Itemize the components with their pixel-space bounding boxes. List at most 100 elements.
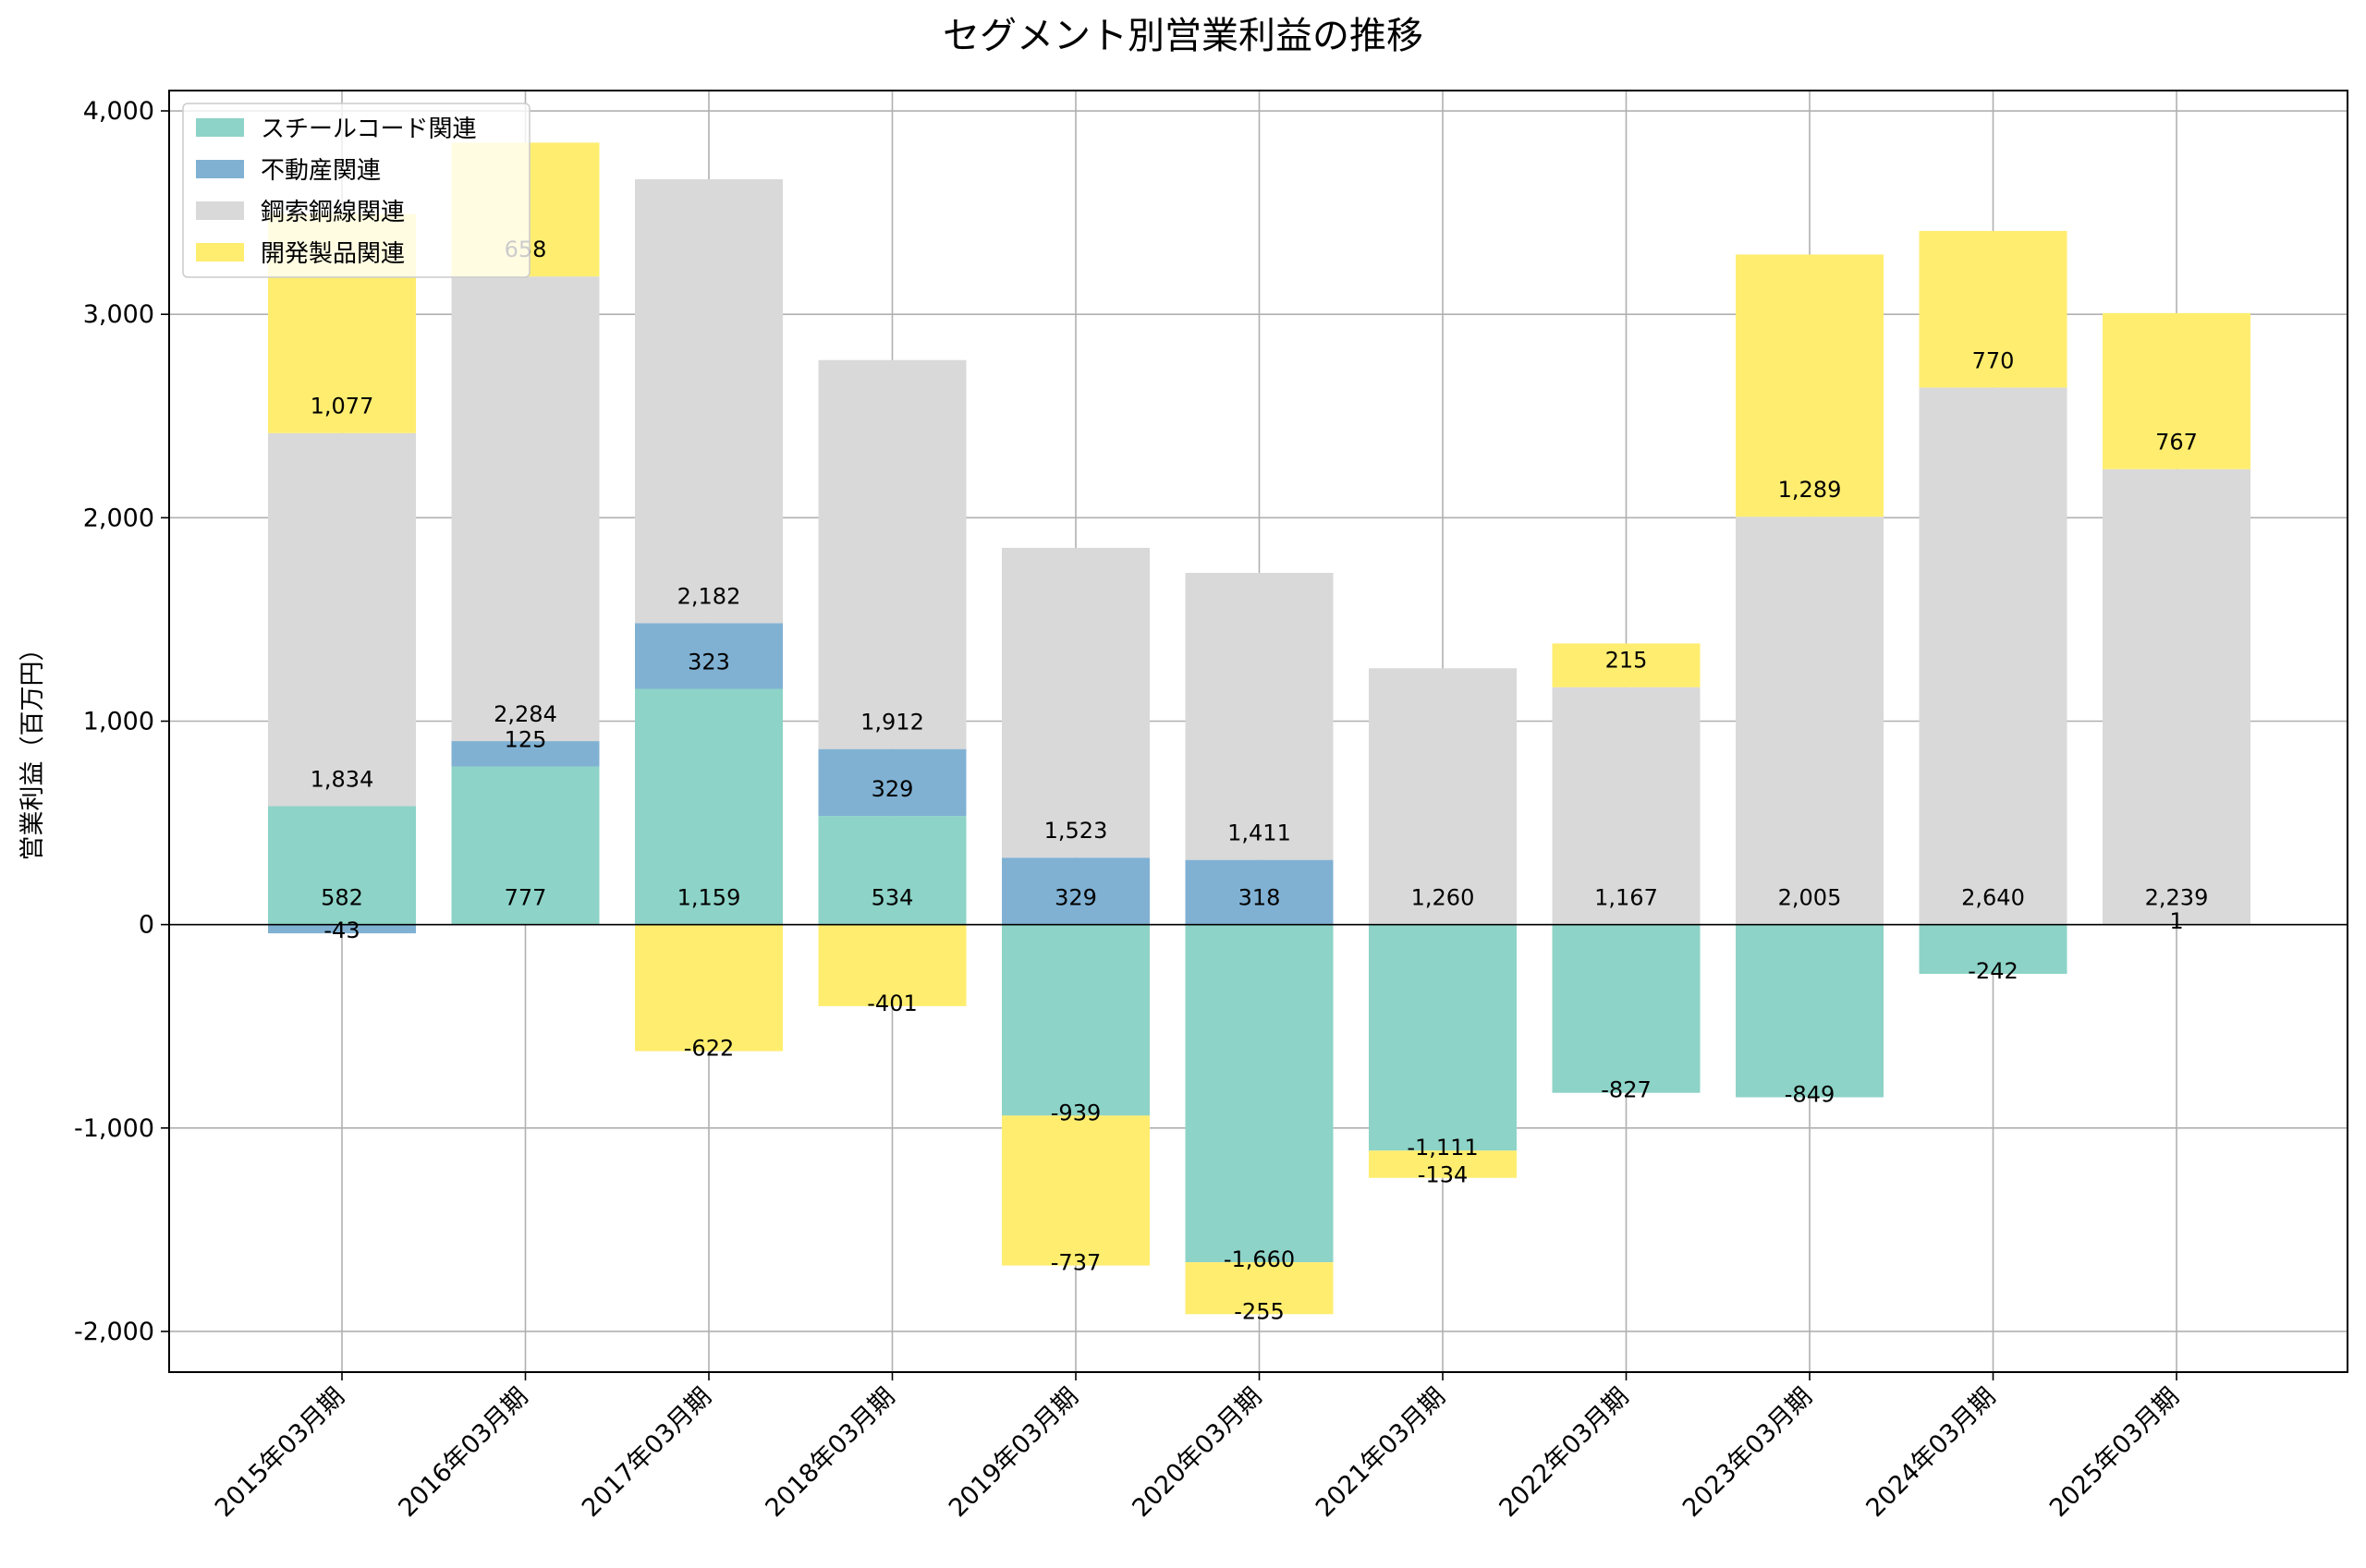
y-axis-label: 営業利益（百万円） [18, 637, 47, 861]
legend-swatch [196, 201, 244, 220]
data-label: 1,411 [1227, 820, 1291, 846]
data-label: -827 [1601, 1077, 1651, 1103]
x-tick-label: 2024年03月期 [1860, 1382, 2001, 1523]
data-label: 1,077 [311, 394, 374, 419]
data-label: 1 [2169, 908, 2183, 934]
x-tick-label: 2015年03月期 [210, 1382, 350, 1523]
data-label: 1,260 [1411, 885, 1475, 911]
bar-segment [635, 924, 783, 1051]
bar-segment [1185, 924, 1334, 1263]
x-tick-label: 2023年03月期 [1677, 1382, 1818, 1523]
bar-segment [1185, 572, 1334, 860]
y-tick-label: 3,000 [83, 300, 154, 329]
data-label: -242 [1968, 958, 2018, 984]
plot-frame [168, 90, 2348, 1373]
bar-segment [1552, 687, 1701, 925]
bar-segment [1002, 1115, 1150, 1266]
legend-label: 不動産関連 [261, 157, 381, 185]
x-tick-label: 2020年03月期 [1127, 1382, 1267, 1523]
data-label: 215 [1605, 648, 1648, 674]
legend-label: 開発製品関連 [261, 240, 405, 268]
y-tick-label: -2,000 [74, 1318, 154, 1346]
data-label: 1,523 [1044, 818, 1108, 844]
x-tick-label: 2018年03月期 [760, 1382, 900, 1523]
bar-segment [635, 688, 783, 925]
data-label: 318 [1238, 885, 1281, 911]
data-label: 1,167 [1594, 885, 1658, 911]
data-label: 1,834 [311, 767, 374, 793]
bar-segment [1369, 924, 1517, 1151]
bar-segment [1002, 547, 1150, 858]
bar-segment [1552, 643, 1701, 687]
bar-segment [818, 359, 967, 749]
legend-swatch [196, 118, 244, 137]
data-label: 329 [1055, 885, 1097, 911]
data-label: -134 [1418, 1162, 1468, 1188]
data-label: -622 [684, 1036, 734, 1062]
legend-box [182, 103, 531, 278]
bar-segment [1736, 517, 1884, 925]
legend-label: 鋼索鋼線関連 [261, 199, 405, 226]
data-label: 2,005 [1778, 885, 1842, 911]
data-label: -401 [867, 991, 917, 1016]
y-tick-label: -1,000 [74, 1114, 154, 1143]
bar-segment [1185, 1262, 1334, 1315]
x-tick-label: 2019年03月期 [944, 1382, 1084, 1523]
data-label: 125 [505, 727, 547, 753]
y-tick-label: 4,000 [83, 97, 154, 126]
data-label: -849 [1785, 1082, 1835, 1108]
data-label: 2,239 [2145, 885, 2209, 911]
data-label: 2,182 [677, 583, 741, 609]
y-tick-label: 0 [139, 911, 154, 940]
legend-label: スチールコード関連 [261, 115, 476, 143]
bar-segment [635, 178, 783, 624]
bar-segment [451, 741, 600, 767]
y-tick-label: 1,000 [83, 707, 154, 735]
chart-title: セグメント別営業利益の推移 [943, 15, 1423, 57]
bar-segment [1002, 924, 1150, 1116]
bar-segment [268, 924, 416, 934]
bar-segment [2103, 312, 2250, 469]
data-label: 1,912 [860, 710, 924, 735]
data-label: 2,284 [494, 701, 557, 727]
data-label: 534 [872, 885, 914, 911]
x-tick-label: 2016年03月期 [393, 1382, 533, 1523]
x-tick-label: 2025年03月期 [2044, 1382, 2185, 1523]
data-label: 2,640 [1961, 885, 2025, 911]
data-label: 329 [872, 776, 914, 802]
bar-segment [268, 432, 416, 807]
bar-segment [451, 766, 600, 925]
data-labels: 582-431,8341,0777771252,2846581,1593232,… [311, 237, 2209, 1324]
bar-segment [2103, 468, 2250, 925]
data-label: -1,111 [1407, 1135, 1478, 1161]
data-label: 1,159 [677, 885, 741, 911]
data-label: -255 [1234, 1298, 1284, 1324]
bar-segment [1736, 924, 1884, 1098]
bar-segment [1369, 668, 1517, 925]
bar-segment [1919, 387, 2067, 925]
x-tick-label: 2021年03月期 [1311, 1382, 1451, 1523]
legend-swatch [196, 160, 244, 178]
data-label: -43 [323, 918, 360, 943]
bar-segment [1919, 924, 2067, 974]
bar-segment [1552, 924, 1701, 1093]
bar-segment [1185, 859, 1334, 925]
bar-segment [1736, 254, 1884, 517]
bar-segment [818, 748, 967, 817]
data-label: 1,289 [1778, 477, 1842, 503]
data-label: -939 [1051, 1100, 1101, 1125]
data-label: 770 [1972, 347, 2015, 373]
data-label: -1,660 [1224, 1246, 1295, 1272]
bar-segment [1369, 1150, 1517, 1178]
bars [268, 142, 2250, 1315]
bar-segment [818, 816, 967, 925]
bar-segment [818, 924, 967, 1006]
x-tick-label: 2017年03月期 [577, 1382, 717, 1523]
bar-segment [451, 276, 600, 742]
data-label: -737 [1051, 1250, 1101, 1276]
data-label: 767 [2155, 430, 2198, 456]
data-label: 777 [505, 885, 547, 911]
bar-segment [1919, 230, 2067, 388]
